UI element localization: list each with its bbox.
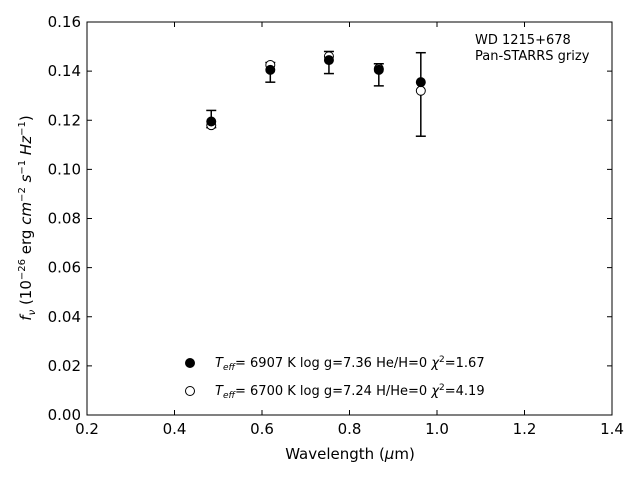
x-tick-label: 0.8: [338, 420, 362, 438]
x-axis-title-main: Wavelength (: [285, 445, 385, 463]
y-axis-title-exp: −26: [17, 259, 28, 280]
y-tick-label: 0.04: [48, 308, 81, 326]
y-axis-title-cm-exp: −2: [17, 187, 28, 202]
y-axis-title-f: f: [17, 313, 35, 321]
y-axis-title-hz-exp: −1: [17, 121, 28, 136]
model-point-filled: [373, 64, 384, 75]
legend-2-logg: log g=7.24: [296, 384, 372, 399]
legend-entry-1: Teff= 6907 K log g=7.36 He/H=0 χ2=1.67: [215, 355, 485, 373]
legend-1-teff: = 6907 K: [235, 356, 296, 371]
model-point-filled: [415, 77, 426, 88]
y-axis-title-s: s: [17, 174, 35, 187]
y-axis-title-s-exp: −1: [17, 160, 28, 175]
legend-2-chi: χ: [430, 384, 440, 399]
y-tick-label: 0.16: [48, 13, 81, 31]
legend-marker-filled: [185, 358, 195, 368]
model-point-filled: [206, 116, 217, 127]
y-axis-title-close: ): [17, 115, 35, 121]
y-axis-title-nu: ν: [27, 309, 38, 315]
y-tick-label: 0.02: [48, 357, 81, 375]
x-axis-title-mu: μ: [384, 445, 395, 463]
legend-2-t: T: [215, 384, 224, 399]
legend-2-chi-val: =4.19: [445, 384, 485, 399]
annotation-line-2: Pan-STARRS grizy: [475, 49, 590, 64]
data-marks: [206, 50, 426, 137]
y-axis-title-cm: cm: [17, 202, 35, 225]
x-tick-label: 1.4: [600, 420, 624, 438]
legend-1-logg: log g=7.36: [296, 356, 372, 371]
y-tick-label: 0.06: [48, 259, 81, 277]
x-axis-title: Wavelength (μm): [285, 445, 415, 463]
y-tick-label: 0.08: [48, 210, 81, 228]
legend-1-chi: χ: [430, 356, 440, 371]
legend-marker-open: [185, 386, 195, 396]
x-tick-label: 0.4: [163, 420, 187, 438]
y-tick-label: 0.14: [48, 62, 81, 80]
legend-1-t: T: [215, 356, 224, 371]
model-point-open: [415, 85, 426, 96]
y-axis-title-hz: Hz: [17, 135, 35, 160]
legend-entry-2: Teff= 6700 K log g=7.24 H/He=0 χ2=4.19: [215, 383, 485, 401]
legend-2-eff: eff: [223, 391, 237, 401]
y-tick-label: 0.10: [48, 160, 81, 178]
legend-1-chi-exp: 2: [439, 355, 445, 365]
legend: Teff= 6907 K log g=7.36 He/H=0 χ2=1.67 T…: [185, 355, 485, 401]
legend-1-eff: eff: [223, 363, 237, 373]
y-tick-label: 0.12: [48, 111, 81, 129]
x-tick-label: 1.2: [513, 420, 537, 438]
legend-1-chi-val: =1.67: [445, 356, 485, 371]
model-point-filled: [323, 55, 334, 66]
legend-2-chi-exp: 2: [439, 383, 445, 393]
x-axis-title-unit: m): [394, 445, 414, 463]
x-tick-label: 0.6: [250, 420, 274, 438]
legend-2-comp: H/He=0: [372, 384, 427, 399]
y-axis-title: fν (10−26 erg cm−2 s−1 Hz−1): [17, 115, 38, 320]
y-tick-label: 0.00: [48, 406, 81, 424]
ticks: 0.2 0.4 0.6 0.8 1.0 1.2 1.4 0.00 0.02 0.04 0.06 0.0…: [48, 13, 624, 438]
legend-1-comp: He/H=0: [372, 356, 427, 371]
x-tick-label: 1.0: [425, 420, 449, 438]
x-tick-label: 0.2: [75, 420, 99, 438]
y-axis-title-open: (10: [17, 280, 35, 310]
annotation-line-1: WD 1215+678: [475, 33, 571, 48]
model-point-filled: [265, 64, 276, 75]
y-axis-title-erg: erg: [17, 225, 35, 259]
legend-2-teff: = 6700 K: [235, 384, 296, 399]
